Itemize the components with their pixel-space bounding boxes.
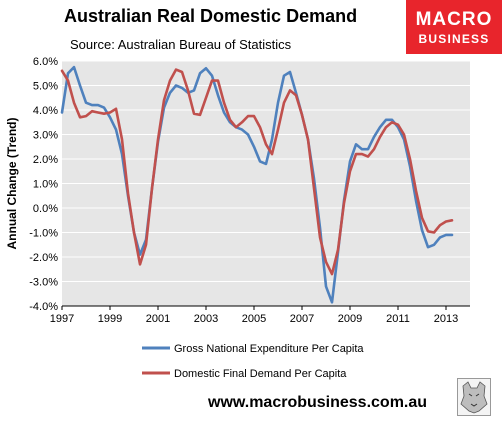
y-tick-label: 0.0% [33, 203, 58, 215]
x-tick-label: 2009 [338, 313, 362, 325]
wolf-emblem-icon [457, 378, 491, 416]
y-axis-ticks: 6.0% 5.0% 4.0% 3.0% 2.0% 1.0% 0.0% -1.0% -2.0% -3… [29, 56, 58, 313]
x-tick-label: 2013 [434, 313, 458, 325]
y-tick-label: 6.0% [33, 56, 58, 68]
x-tick-label: 2011 [386, 313, 410, 325]
series-lines [60, 65, 454, 304]
logo-text-macro: MACRO [415, 9, 493, 30]
x-tick-label: 2003 [194, 313, 218, 325]
x-axis-ticks: 1997 1999 2001 2003 2005 2007 2009 2011 2013 [50, 306, 458, 325]
y-tick-label: -3.0% [29, 277, 58, 289]
y-tick-label: 2.0% [33, 154, 58, 166]
x-tick-label: 2007 [290, 313, 314, 325]
y-tick-label: -4.0% [29, 301, 58, 313]
x-tick-label: 2001 [146, 313, 170, 325]
y-tick-label: 4.0% [33, 105, 58, 117]
footer-url: www.macrobusiness.com.au [208, 394, 428, 411]
logo-text-business: BUSINESS [418, 32, 490, 46]
y-axis-title: Annual Change (Trend) [5, 117, 19, 249]
legend: Gross National Expenditure Per Capita Dom… [142, 343, 364, 380]
x-tick-label: 1999 [98, 313, 122, 325]
legend-label: Domestic Final Demand Per Capita [174, 368, 347, 380]
series-line-2 [60, 68, 454, 276]
x-tick-label: 2005 [242, 313, 266, 325]
chart-subtitle: Source: Australian Bureau of Statistics [70, 37, 292, 52]
y-tick-label: 5.0% [33, 81, 58, 93]
y-tick-label: -2.0% [29, 252, 58, 264]
y-tick-label: 3.0% [33, 130, 58, 142]
chart-title: Australian Real Domestic Demand [64, 6, 358, 26]
y-tick-label: 1.0% [33, 179, 58, 191]
macrobusiness-logo: MACRO BUSINESS [406, 0, 502, 54]
x-tick-label: 1997 [50, 313, 74, 325]
legend-label: Gross National Expenditure Per Capita [174, 343, 364, 355]
y-tick-label: -1.0% [29, 228, 58, 240]
